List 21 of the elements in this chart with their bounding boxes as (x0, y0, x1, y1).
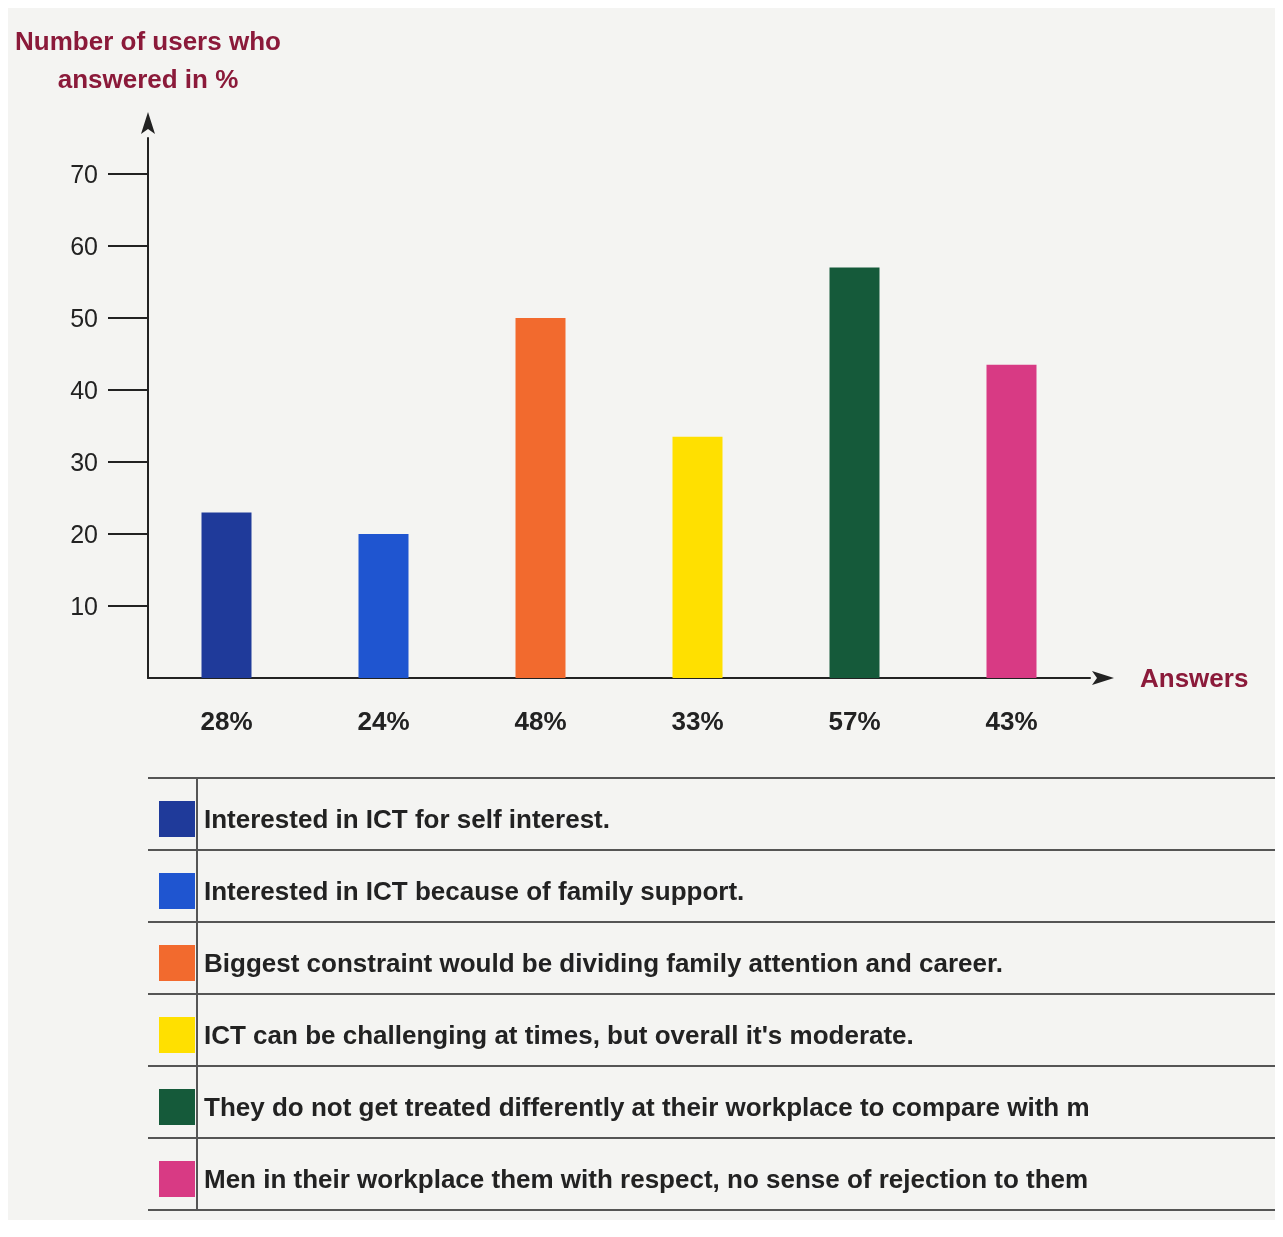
y-tick-label: 10 (70, 592, 98, 620)
legend-label: Men in their workplace them with respect, no sense of rejection to them (204, 1164, 1089, 1194)
y-tick-label: 30 (70, 448, 98, 476)
legend-label: Interested in ICT because of family support. (204, 876, 745, 906)
x-tick-label: 57% (828, 706, 881, 736)
y-tick-label: 20 (70, 520, 98, 548)
y-tick-label: 40 (70, 376, 98, 404)
x-tick-label: 24% (357, 706, 410, 736)
y-axis-title: Number of users who answered in % (15, 26, 281, 94)
legend-label: They do not get treated differently at their workplace to compare with m (204, 1092, 1090, 1122)
x-tick-label: 48% (514, 706, 567, 736)
legend-label: Biggest constraint would be dividing family attention and career. (204, 948, 1003, 978)
y-tick-label: 50 (70, 304, 98, 332)
legend-label: ICT can be challenging at times, but overall it's moderate. (204, 1020, 914, 1050)
legend-label: Interested in ICT for self interest. (204, 804, 610, 834)
x-tick-label: 43% (985, 706, 1038, 736)
y-tick-label: 60 (70, 232, 98, 260)
x-tick-label: 28% (200, 706, 253, 736)
y-tick-label: 70 (70, 160, 98, 188)
x-axis-title: Answers (1140, 663, 1249, 693)
x-tick-label: 33% (671, 706, 724, 736)
